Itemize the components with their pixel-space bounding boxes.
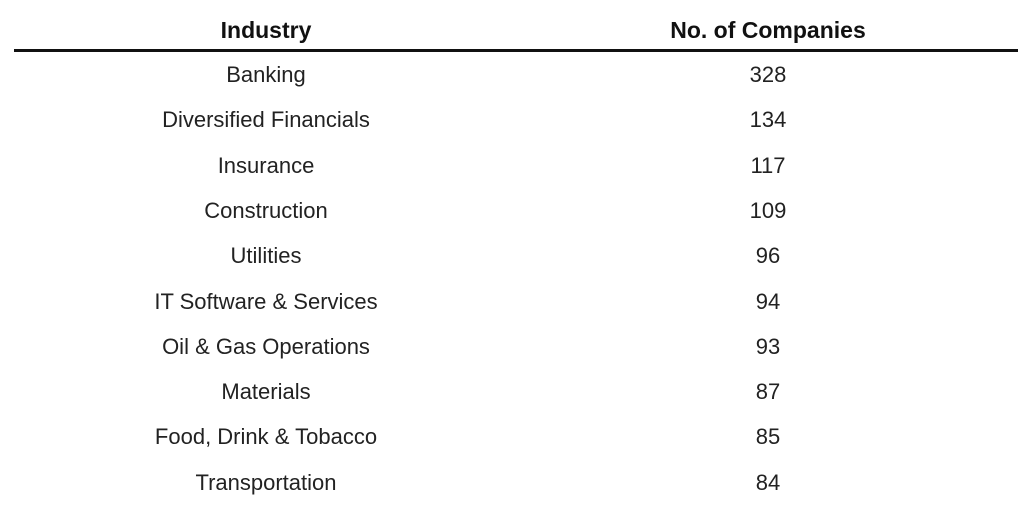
industry-cell: Utilities — [230, 243, 302, 269]
table-row: Transportation 84 — [0, 463, 1023, 503]
company-count-cell: 87 — [755, 379, 781, 405]
header-rule — [14, 49, 1018, 52]
industry-cell: Construction — [204, 197, 328, 223]
industry-cell: Oil & Gas Operations — [162, 333, 370, 359]
company-count-cell: 84 — [755, 469, 781, 495]
company-count-cell: 328 — [749, 62, 787, 87]
table-row: Oil & Gas Operations 93 — [0, 327, 1023, 367]
industry-cell: Food, Drink & Tobacco — [154, 424, 378, 450]
table-row: Materials 87 — [0, 372, 1023, 412]
company-count-cell: 96 — [755, 243, 781, 269]
table-row: IT Software & Services 94 — [0, 282, 1023, 322]
company-count-cell: 117 — [750, 152, 786, 178]
industry-cell: Transportation — [195, 469, 337, 495]
company-count-cell: 85 — [755, 424, 781, 450]
industry-cell: Diversified Financials — [162, 107, 370, 133]
company-count-cell: 134 — [749, 107, 787, 133]
table-header: Industry No. of Companies — [0, 12, 1023, 48]
industry-cell: Materials — [221, 379, 311, 405]
industry-cell: Insurance — [217, 152, 315, 178]
table-row: Utilities 96 — [0, 236, 1023, 276]
table-row: Insurance 117 — [0, 146, 1023, 186]
company-count-cell: 109 — [749, 197, 787, 223]
table-row: Construction 109 — [0, 191, 1023, 231]
table-row: Food, Drink & Tobacco 85 — [0, 417, 1023, 457]
company-count-cell: 93 — [755, 333, 781, 359]
header-company-count: No. of Companies — [670, 17, 866, 43]
industry-cell: IT Software & Services — [154, 288, 378, 314]
company-count-cell: 94 — [755, 288, 781, 314]
industry-cell: Banking — [226, 62, 306, 87]
header-industry: Industry — [220, 17, 312, 43]
table-row: Diversified Financials 134 — [0, 100, 1023, 140]
table-row: Banking 328 — [0, 55, 1023, 95]
